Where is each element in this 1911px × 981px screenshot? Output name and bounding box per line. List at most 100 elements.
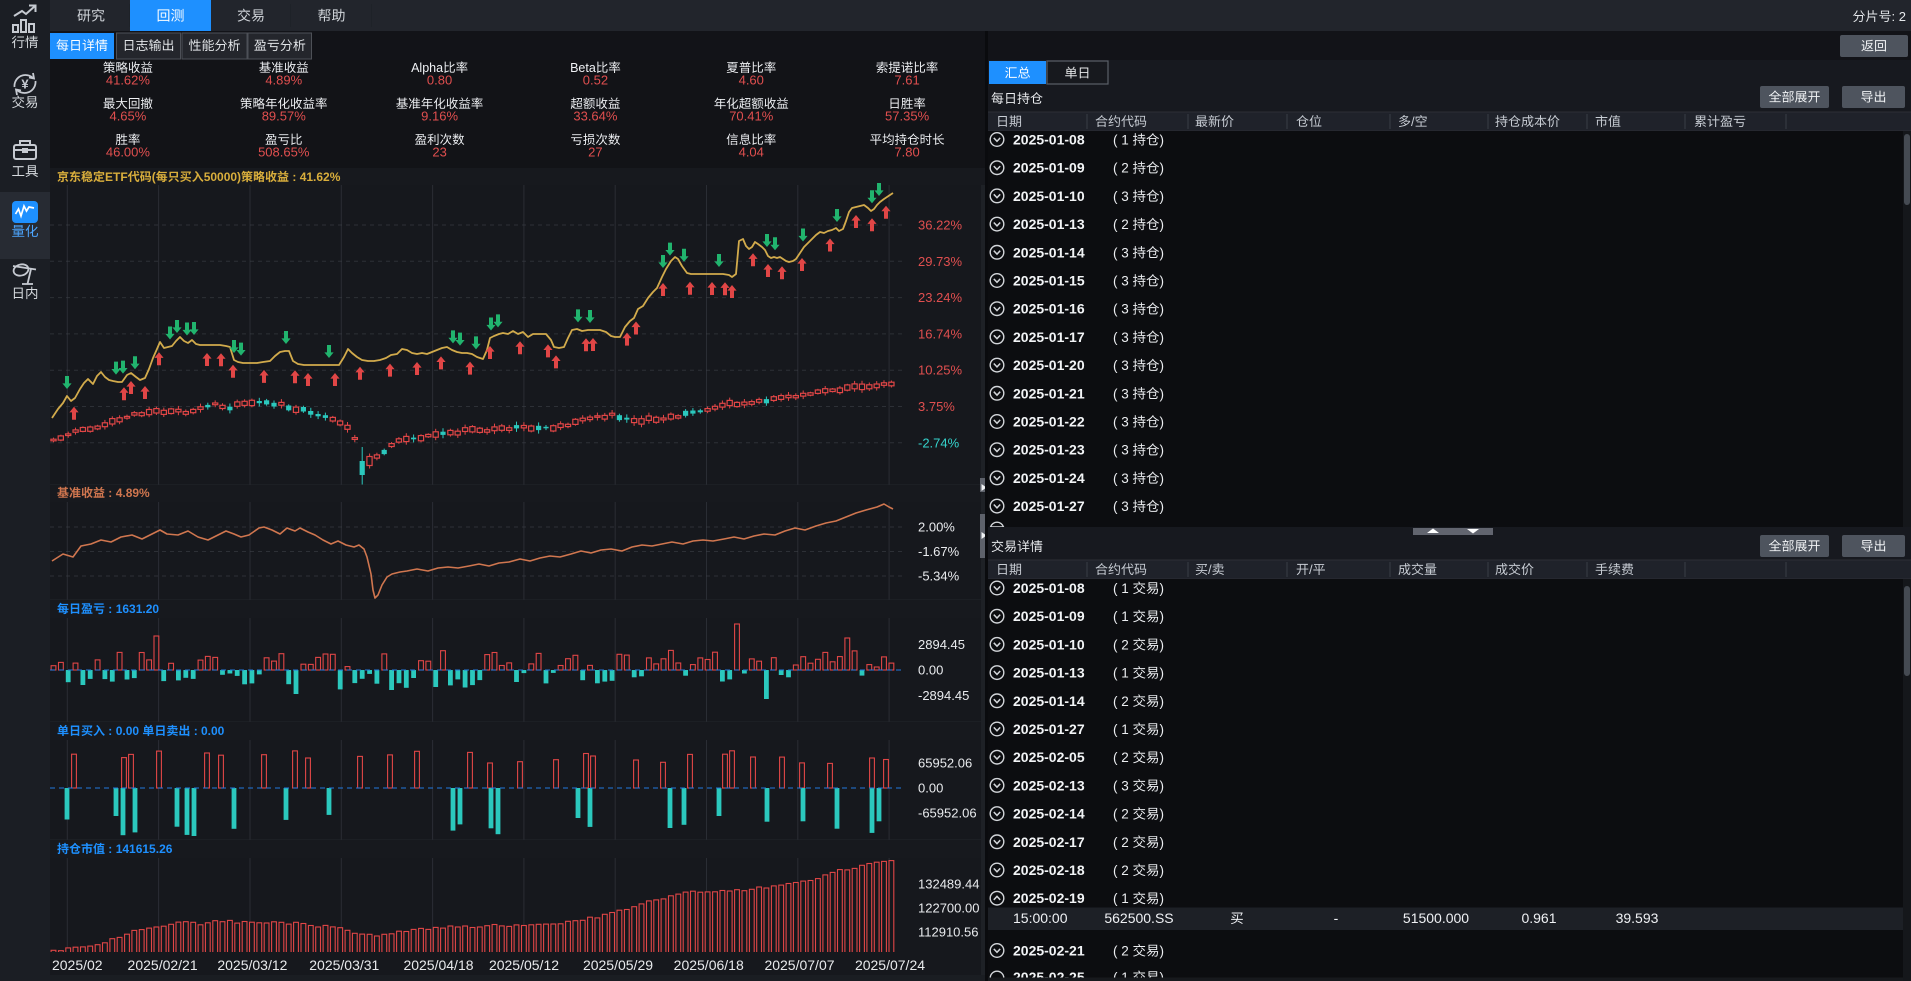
svg-text:2025-02-18: 2025-02-18 [1013,862,1085,878]
svg-text:2025-01-08: 2025-01-08 [1013,580,1085,596]
svg-text:70.41%: 70.41% [729,109,774,124]
svg-text:2: 2 [1121,835,1129,850]
svg-text:2.00%: 2.00% [918,520,955,535]
svg-text:): ) [1160,863,1165,878]
svg-text:23.24%: 23.24% [918,290,963,305]
svg-text:(: ( [1113,722,1118,737]
svg-text:): ) [1160,302,1165,317]
svg-text::: : [108,842,112,856]
svg-text:(: ( [1113,302,1118,317]
svg-text:-: - [1334,910,1339,926]
svg-text:1: 1 [1121,581,1129,596]
svg-text:¥: ¥ [21,77,29,92]
svg-text:2025/03/31: 2025/03/31 [309,957,379,973]
svg-text:(: ( [1113,666,1118,681]
svg-text:(: ( [1113,835,1118,850]
svg-text:3: 3 [1121,386,1129,401]
svg-text:(: ( [1113,807,1118,822]
svg-text:2025/07/24: 2025/07/24 [855,957,925,973]
svg-text:4.60: 4.60 [739,73,764,88]
svg-text:(: ( [1113,778,1118,793]
svg-text:(: ( [1113,863,1118,878]
svg-text:-2.74%: -2.74% [918,435,960,450]
svg-text:3: 3 [1121,778,1129,793]
svg-text:3: 3 [1121,499,1129,514]
svg-text:): ) [1160,330,1165,345]
svg-text:Alpha: Alpha [411,61,443,75]
svg-text:(: ( [1113,245,1118,260]
svg-text:132489.44: 132489.44 [918,877,979,892]
svg-text:2025-01-15: 2025-01-15 [1013,273,1085,289]
svg-text:0.00: 0.00 [918,781,943,796]
svg-text:3: 3 [1121,330,1129,345]
svg-text::: : [108,602,112,616]
svg-text:): ) [1160,358,1165,373]
svg-text:): ) [1160,443,1165,458]
svg-text:0.00: 0.00 [918,663,943,678]
svg-text:): ) [1160,415,1165,430]
svg-text:): ) [1160,581,1165,596]
svg-text:1: 1 [1121,722,1129,737]
svg-text:(: ( [1113,386,1118,401]
svg-text:36.22%: 36.22% [918,218,963,233]
svg-text:0.00: 0.00 [116,724,140,738]
svg-text:2025-01-13: 2025-01-13 [1013,216,1085,232]
svg-text:562500.SS: 562500.SS [1104,910,1173,926]
svg-text:16.74%: 16.74% [918,326,963,341]
svg-text:2025-01-27: 2025-01-27 [1013,498,1085,514]
svg-text:41.62%: 41.62% [106,73,151,88]
svg-text:2: 2 [1899,9,1906,24]
svg-text:3: 3 [1121,189,1129,204]
svg-text:(: ( [1113,274,1118,289]
svg-text:): ) [1160,471,1165,486]
svg-text:23: 23 [432,145,446,160]
svg-text:15:00:00: 15:00:00 [1013,910,1068,926]
svg-text:(: ( [1113,189,1118,204]
svg-text:): ) [1160,637,1165,652]
svg-text:2025/05/29: 2025/05/29 [583,957,653,973]
svg-text:2025/03/12: 2025/03/12 [217,957,287,973]
svg-text:2025-01-10: 2025-01-10 [1013,636,1085,652]
svg-text:): ) [1160,944,1165,959]
svg-text:(: ( [1113,694,1118,709]
svg-text:0.961: 0.961 [1521,910,1556,926]
svg-text:(: ( [1113,415,1118,430]
svg-text:9.16%: 9.16% [421,109,458,124]
svg-text::: : [108,486,112,500]
svg-text:2: 2 [1121,217,1129,232]
svg-text:2025-01-14: 2025-01-14 [1013,244,1085,260]
svg-text:0.00: 0.00 [201,724,225,738]
svg-text:(: ( [1113,443,1118,458]
svg-text:1: 1 [1121,666,1129,681]
svg-text:2894.45: 2894.45 [918,637,965,652]
svg-text:(: ( [1113,581,1118,596]
svg-text:7.61: 7.61 [894,73,919,88]
svg-text:-2894.45: -2894.45 [918,688,969,703]
svg-text:2: 2 [1121,637,1129,652]
svg-text:): ) [1160,722,1165,737]
svg-text:51500.000: 51500.000 [1403,910,1469,926]
svg-text:-65952.06: -65952.06 [918,806,977,821]
svg-text:57.35%: 57.35% [885,109,930,124]
svg-text:2025-01-10: 2025-01-10 [1013,188,1085,204]
svg-text:): ) [1160,609,1165,624]
svg-text:(: ( [1113,944,1118,959]
svg-text:2: 2 [1121,863,1129,878]
svg-text:2: 2 [1121,694,1129,709]
svg-text:10.25%: 10.25% [918,363,963,378]
svg-text:): ) [1160,835,1165,850]
svg-text:(: ( [1113,471,1118,486]
svg-text:1: 1 [1121,609,1129,624]
svg-text:4.89%: 4.89% [265,73,302,88]
svg-text:141615.26: 141615.26 [116,842,173,856]
svg-text:0.52: 0.52 [583,73,608,88]
svg-text:(: ( [1113,358,1118,373]
svg-text:/: / [1208,562,1212,577]
svg-text:2025-01-23: 2025-01-23 [1013,442,1085,458]
svg-text:2025-02-13: 2025-02-13 [1013,777,1085,793]
svg-text:65952.06: 65952.06 [918,756,972,771]
svg-text:4.89%: 4.89% [116,486,150,500]
svg-text:3: 3 [1121,302,1129,317]
svg-text:2025/02/21: 2025/02/21 [128,957,198,973]
svg-text:41.62%: 41.62% [300,170,341,184]
